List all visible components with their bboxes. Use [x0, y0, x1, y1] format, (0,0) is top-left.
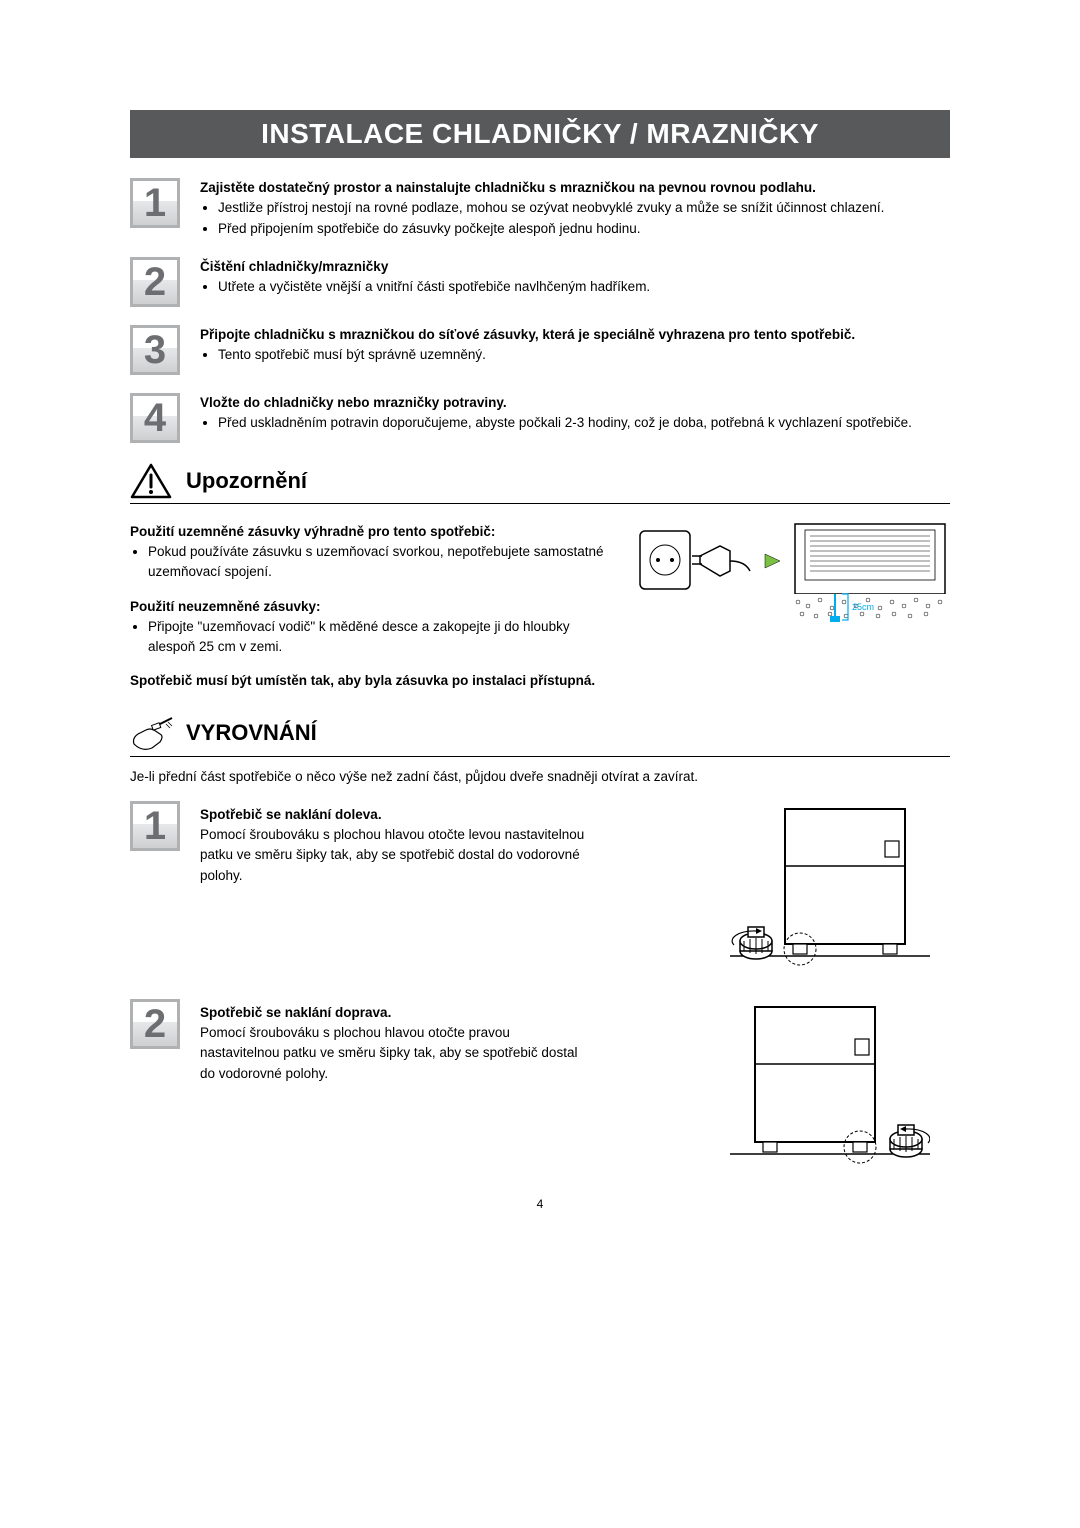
- step-heading: Vložte do chladničky nebo mrazničky potr…: [200, 395, 507, 410]
- install-step: 4 Vložte do chladničky nebo mrazničky po…: [130, 393, 950, 443]
- step-bullet: Utřete a vyčistěte vnější a vnitřní část…: [218, 277, 950, 297]
- warning-header: Upozornění: [130, 463, 950, 504]
- levelling-step-text: Pomocí šroubováku s plochou hlavou otočt…: [200, 825, 590, 886]
- warning-bullet: Pokud používáte zásuvku s uzemňovací svo…: [148, 542, 610, 583]
- levelling-header: VYROVNÁNÍ: [130, 714, 950, 757]
- install-step: 2 Čištění chladničky/mrazničky Utřete a …: [130, 257, 950, 307]
- warning-title: Upozornění: [186, 468, 307, 494]
- step-number-2: 2: [130, 257, 180, 307]
- step-number-4: 4: [130, 393, 180, 443]
- step-number-1: 1: [130, 801, 180, 851]
- fridge-tilt-right-icon: [730, 999, 930, 1169]
- step-heading: Čištění chladničky/mrazničky: [200, 259, 388, 274]
- levelling-step: 2 Spotřebič se naklání doprava. Pomocí š…: [130, 999, 950, 1169]
- step-body: Čištění chladničky/mrazničky Utřete a vy…: [200, 257, 950, 298]
- warning-text-column: Použití uzemněné zásuvky výhradně pro te…: [130, 516, 610, 692]
- page-number: 4: [130, 1197, 950, 1211]
- levelling-step-heading: Spotřebič se naklání doleva.: [200, 805, 590, 825]
- step-bullet: Před uskladněním potravin doporučujeme, …: [218, 413, 950, 433]
- step-heading: Zajistěte dostatečný prostor a nainstalu…: [200, 180, 816, 195]
- install-step: 1 Zajistěte dostatečný prostor a nainsta…: [130, 178, 950, 239]
- step-bullet: Jestliže přístroj nestojí na rovné podla…: [218, 198, 950, 218]
- warning-sub-heading: Použití uzemněné zásuvky výhradně pro te…: [130, 522, 610, 542]
- warning-final-note: Spotřebič musí být umístěn tak, aby byla…: [130, 671, 610, 691]
- levelling-step-text: Pomocí šroubováku s plochou hlavou otočt…: [200, 1023, 590, 1084]
- levelling-step-heading: Spotřebič se naklání doprava.: [200, 1003, 590, 1023]
- screwdriver-hand-icon: [130, 714, 176, 752]
- levelling-step: 1 Spotřebič se naklání doleva. Pomocí šr…: [130, 801, 950, 971]
- levelling-step-body: Spotřebič se naklání doleva. Pomocí šrou…: [200, 801, 590, 886]
- warning-diagram-column: 25cm: [610, 516, 950, 626]
- step-body: Zajistěte dostatečný prostor a nainstalu…: [200, 178, 950, 239]
- step-number-2: 2: [130, 999, 180, 1049]
- step-bullet: Před připojením spotřebiče do zásuvky po…: [218, 219, 950, 239]
- warning-content: Použití uzemněné zásuvky výhradně pro te…: [130, 516, 950, 692]
- step-body: Připojte chladničku s mrazničkou do síťo…: [200, 325, 950, 366]
- levelling-diagram-right: [730, 999, 950, 1169]
- depth-label: 25cm: [852, 602, 874, 612]
- warning-triangle-icon: [130, 463, 172, 499]
- levelling-step-body: Spotřebič se naklání doprava. Pomocí šro…: [200, 999, 590, 1084]
- step-number-1: 1: [130, 178, 180, 228]
- step-body: Vložte do chladničky nebo mrazničky potr…: [200, 393, 950, 434]
- fridge-tilt-left-icon: [730, 801, 930, 971]
- warning-bullet: Připojte "uzemňovací vodič" k měděné des…: [148, 617, 610, 658]
- section-title-installation: INSTALACE CHLADNIČKY / MRAZNIČKY: [130, 110, 950, 158]
- step-number-3: 3: [130, 325, 180, 375]
- step-heading: Připojte chladničku s mrazničkou do síťo…: [200, 327, 855, 342]
- levelling-intro: Je-li přední část spotřebiče o něco výše…: [130, 767, 950, 787]
- manual-page: INSTALACE CHLADNIČKY / MRAZNIČKY 1 Zajis…: [130, 110, 950, 1211]
- levelling-diagram-left: [730, 801, 950, 971]
- levelling-title: VYROVNÁNÍ: [186, 720, 317, 746]
- install-step: 3 Připojte chladničku s mrazničkou do sí…: [130, 325, 950, 375]
- grounding-diagram-icon: 25cm: [630, 516, 950, 626]
- warning-sub-heading: Použití neuzemněné zásuvky:: [130, 597, 610, 617]
- step-bullet: Tento spotřebič musí být správně uzemněn…: [218, 345, 950, 365]
